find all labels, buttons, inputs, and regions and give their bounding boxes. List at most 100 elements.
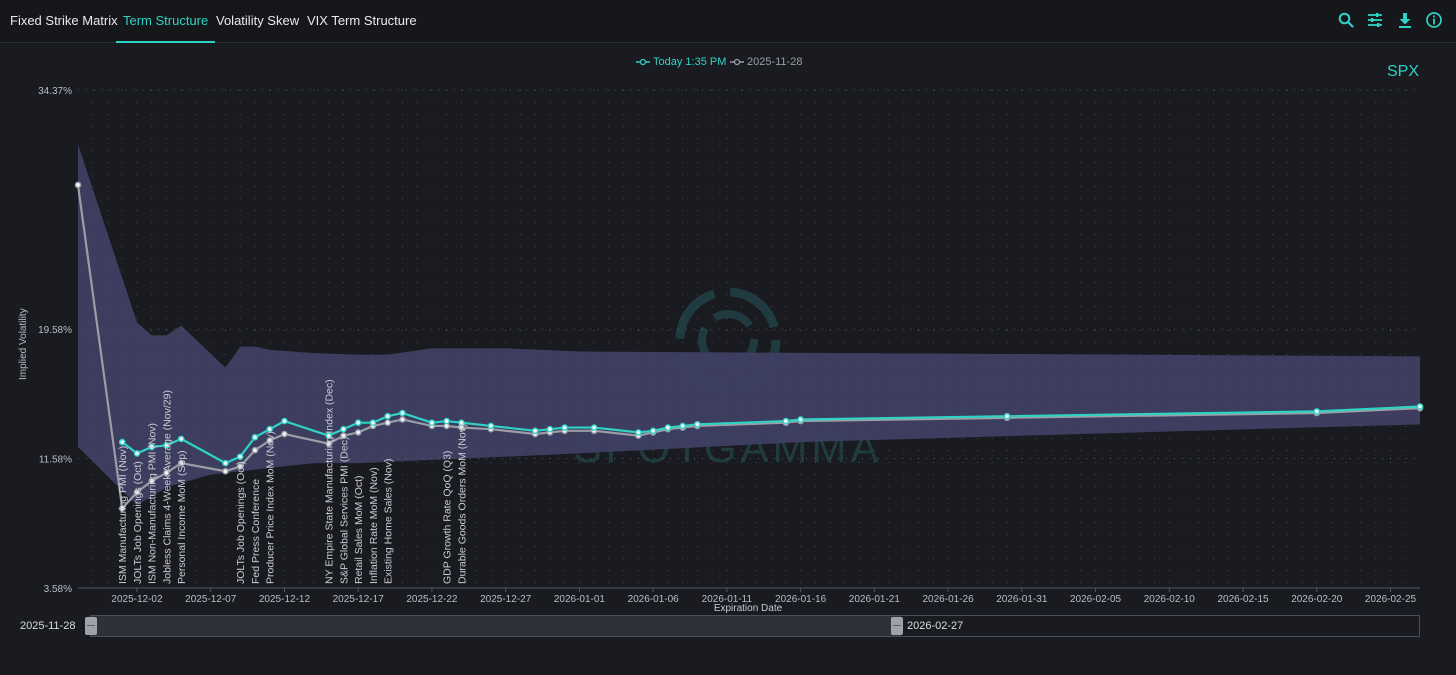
data-point bbox=[782, 417, 790, 425]
data-point bbox=[222, 467, 229, 475]
tab-fixed-strike-matrix[interactable]: Fixed Strike Matrix bbox=[10, 13, 118, 28]
event-annotation: Retail Sales MoM (Oct) bbox=[353, 475, 365, 584]
event-annotation: NY Empire State Manufacturing Index (Dec… bbox=[324, 379, 336, 584]
plot-area bbox=[78, 90, 1420, 588]
data-point bbox=[236, 463, 244, 470]
tab-term-structure[interactable]: Term Structure bbox=[115, 0, 216, 43]
data-point bbox=[694, 421, 701, 428]
x-tick-label: 2026-02-20 bbox=[1291, 594, 1343, 605]
x-tick-label: 2026-01-21 bbox=[849, 594, 901, 605]
x-tick-label: 2026-01-11 bbox=[702, 594, 753, 605]
data-point bbox=[340, 425, 347, 433]
legend-item-today[interactable]: Today 1:35 PM bbox=[636, 56, 726, 68]
data-point bbox=[443, 417, 450, 425]
range-end-handle[interactable] bbox=[891, 617, 903, 635]
x-axis-title: Expiration Date bbox=[713, 603, 783, 614]
data-point bbox=[649, 427, 657, 435]
legend-label-previous: 2025-11-28 bbox=[747, 56, 803, 68]
data-point bbox=[222, 459, 229, 467]
data-point bbox=[664, 424, 672, 431]
event-annotation: ISM Manufacturing PMI (Nov) bbox=[117, 446, 129, 584]
data-point bbox=[74, 181, 82, 189]
data-point bbox=[118, 438, 126, 446]
x-tick-label: 2026-02-25 bbox=[1365, 594, 1417, 605]
data-point bbox=[163, 442, 170, 449]
data-point bbox=[546, 425, 554, 433]
data-point bbox=[340, 432, 347, 439]
legend-line-marker-icon bbox=[636, 58, 650, 66]
x-tick-label: 2025-12-17 bbox=[333, 594, 385, 605]
data-point bbox=[236, 453, 244, 460]
data-point bbox=[458, 419, 465, 427]
y-tick-label: 19.58% bbox=[38, 325, 72, 336]
data-point bbox=[354, 429, 362, 436]
series-line-today bbox=[121, 405, 1421, 465]
settings-sliders-icon[interactable] bbox=[1366, 11, 1384, 29]
x-tick-label: 2026-02-05 bbox=[1070, 594, 1122, 605]
watermark-inner-ring bbox=[698, 310, 758, 370]
legend-line-marker-icon bbox=[730, 58, 744, 66]
data-point bbox=[1313, 408, 1321, 415]
data-point bbox=[590, 424, 598, 431]
tab-vix-term-structure[interactable]: VIX Term Structure bbox=[307, 13, 417, 28]
data-point bbox=[177, 459, 185, 467]
x-tick-label: 2025-12-07 bbox=[185, 594, 237, 605]
data-point bbox=[487, 422, 495, 430]
event-annotation: Fed Press Conference bbox=[250, 479, 262, 584]
watermark-logo bbox=[675, 287, 781, 393]
data-point bbox=[325, 432, 333, 439]
date-range-slider[interactable] bbox=[85, 615, 1420, 637]
data-point bbox=[163, 469, 170, 477]
search-icon[interactable] bbox=[1337, 11, 1355, 29]
event-annotation: JOLTs Job Openings (Oct) bbox=[235, 461, 247, 584]
tab-volatility-skew[interactable]: Volatility Skew bbox=[216, 13, 300, 28]
event-annotation: ISM Non-Manufacturing PMI (Nov) bbox=[147, 423, 159, 584]
data-point bbox=[531, 427, 539, 435]
data-point bbox=[369, 419, 377, 427]
download-icon[interactable] bbox=[1396, 11, 1414, 29]
x-tick-label: 2026-02-10 bbox=[1144, 594, 1196, 605]
event-annotation: S&P Global Services PMI (Dec) bbox=[338, 437, 350, 584]
event-annotation: GDP Growth Rate QoQ (Q3) bbox=[442, 451, 454, 584]
x-tick-label: 2026-01-26 bbox=[923, 594, 975, 605]
data-point bbox=[148, 477, 156, 485]
data-point bbox=[251, 433, 259, 441]
x-tick-label: 2025-12-02 bbox=[111, 594, 163, 605]
data-point bbox=[118, 505, 126, 512]
info-icon[interactable] bbox=[1425, 11, 1443, 29]
event-annotation: Inflation Rate MoM (Nov) bbox=[368, 467, 380, 584]
data-point bbox=[177, 435, 185, 443]
data-point bbox=[384, 412, 391, 420]
data-point bbox=[635, 429, 642, 436]
data-point bbox=[384, 419, 391, 427]
range-start-handle[interactable] bbox=[85, 617, 97, 635]
event-annotation: Personal Income MoM (Sep) bbox=[176, 450, 188, 584]
x-tick-label: 2025-12-22 bbox=[406, 594, 458, 605]
data-point bbox=[281, 430, 288, 438]
data-point bbox=[251, 446, 259, 454]
event-annotation: Existing Home Sales (Nov) bbox=[383, 459, 395, 584]
data-point bbox=[1003, 412, 1011, 420]
data-point bbox=[281, 417, 288, 425]
data-point bbox=[354, 419, 362, 427]
x-tick-label: 2026-02-15 bbox=[1217, 594, 1269, 605]
x-tick-label: 2026-01-06 bbox=[628, 594, 680, 605]
top-navigation: Fixed Strike Matrix Term Structure Volat… bbox=[0, 0, 1456, 43]
y-tick-label: 3.58% bbox=[44, 584, 72, 595]
data-point bbox=[679, 422, 686, 430]
range-selection[interactable] bbox=[91, 616, 901, 636]
data-point bbox=[428, 419, 436, 427]
x-tick-label: 2026-01-31 bbox=[996, 594, 1048, 605]
data-point bbox=[399, 409, 406, 417]
legend-item-previous[interactable]: 2025-11-28 bbox=[730, 56, 802, 68]
x-tick-label: 2025-12-12 bbox=[259, 594, 311, 605]
x-tick-label: 2026-01-16 bbox=[775, 594, 827, 605]
x-tick-label: 2026-01-01 bbox=[554, 594, 606, 605]
data-point bbox=[797, 416, 804, 423]
x-tick-label: 2025-12-27 bbox=[480, 594, 532, 605]
event-annotation: Producer Price Index MoM (Nov) bbox=[265, 431, 277, 584]
data-point bbox=[133, 488, 141, 496]
range-end-label: 2026-02-27 bbox=[907, 620, 964, 632]
data-point bbox=[399, 416, 406, 423]
chart-legend: Today 1:35 PM 2025-11-28 bbox=[0, 56, 1456, 72]
